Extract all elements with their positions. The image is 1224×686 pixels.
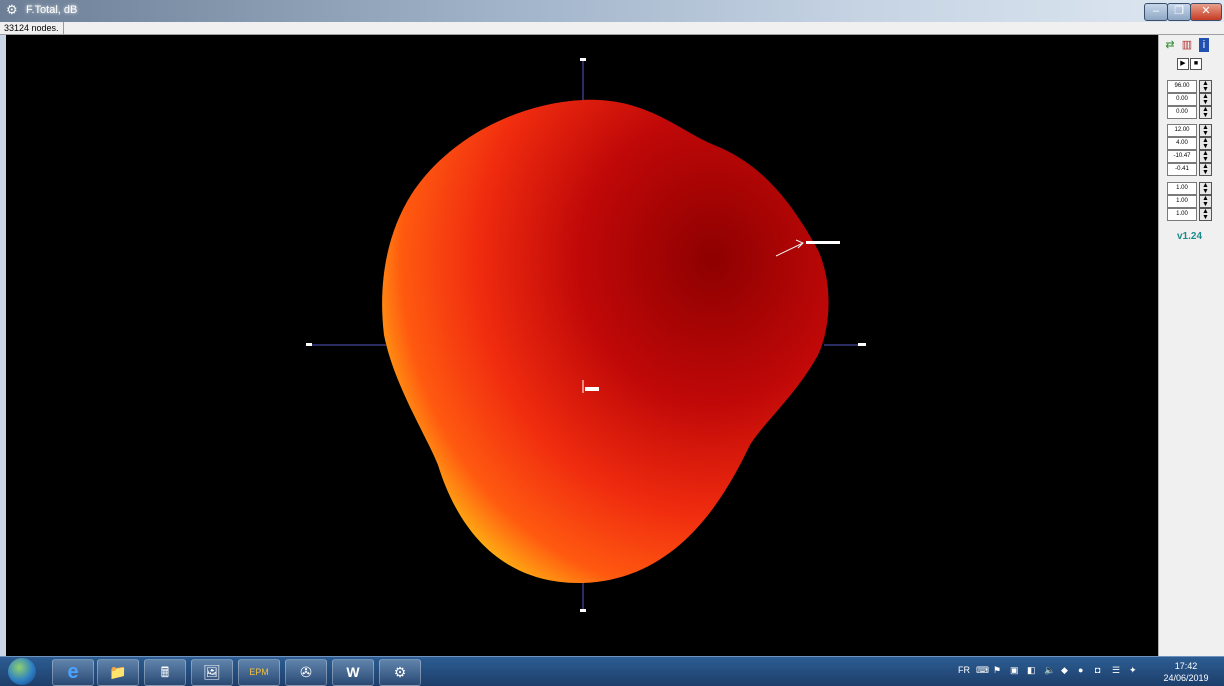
spinner-arrows-icon[interactable]: ▲ ▼ — [1199, 106, 1212, 119]
param-field-2[interactable]: 4.00 — [1167, 137, 1197, 150]
sliders-icon[interactable]: ⇄ — [1165, 39, 1175, 51]
spinner-arrows-icon[interactable]: ▲ ▼ — [1199, 182, 1212, 195]
clock[interactable]: 17:42 24/06/2019 — [1156, 660, 1216, 684]
scale-z-field[interactable]: 1.00 — [1167, 208, 1197, 221]
spinner-arrows-icon[interactable]: ▲ ▼ — [1199, 93, 1212, 106]
maximize-button[interactable]: ❐ — [1167, 3, 1191, 21]
tray-app-icon[interactable]: ● — [1078, 665, 1084, 675]
clock-time: 17:42 — [1174, 661, 1198, 671]
display-icon[interactable]: ◧ — [1027, 665, 1036, 675]
axis-tick-left — [306, 343, 312, 346]
minimize-button[interactable]: ‒ — [1144, 3, 1168, 21]
ie-icon[interactable]: e — [52, 659, 94, 686]
param-field-3[interactable]: -10.47 — [1167, 150, 1197, 163]
volume-icon[interactable]: 🔈 — [1044, 665, 1056, 675]
word-icon[interactable]: W — [332, 659, 374, 686]
title-bar: ⚙ F.Total, dB ‒ ❐ ✕ — [0, 0, 1224, 22]
play-button[interactable]: ▶ — [1177, 58, 1189, 70]
spinner-arrows-icon[interactable]: ▲ ▼ — [1199, 150, 1212, 163]
rotation-z-field[interactable]: 0.00 — [1167, 106, 1197, 119]
window-title: F.Total, dB — [26, 4, 78, 16]
tray-app-icon[interactable]: ☰ — [1112, 665, 1121, 675]
probe-arrow-head — [795, 239, 804, 249]
probe-arrow — [775, 242, 804, 257]
control-panel: ⇄ ▥ i ▶ ■ 96.00 ▲ ▼ 0.00 ▲ ▼ 0.00 ▲ ▼ 12.00 ▲ ▼ … — [1158, 35, 1224, 656]
spinner-arrows-icon[interactable]: ▲ ▼ — [1199, 163, 1212, 176]
rotation-y-field[interactable]: 0.00 — [1167, 93, 1197, 106]
tray-app-icon[interactable]: ◆ — [1061, 665, 1068, 675]
axis-tick-bottom — [580, 609, 586, 612]
network-icon[interactable]: ▣ — [1010, 665, 1019, 675]
chart-icon[interactable]: ▥ — [1181, 39, 1193, 51]
status-strip: 33124 nodes. — [0, 22, 1224, 35]
media-icon[interactable]: ✇ — [285, 659, 327, 686]
probe-readout — [806, 241, 840, 244]
rotation-x-field[interactable]: 96.00 — [1167, 80, 1197, 93]
radiation-pattern-canvas — [306, 58, 866, 612]
version-label: v1.24 — [1177, 231, 1203, 242]
node-count: 33124 nodes. — [4, 22, 64, 34]
info-icon[interactable]: i — [1199, 38, 1209, 52]
spinner-arrows-icon[interactable]: ▲ ▼ — [1199, 137, 1212, 150]
axis-tick-right — [858, 343, 866, 346]
calculator-icon[interactable]: 🖩 — [144, 659, 186, 686]
windows-start-icon[interactable] — [8, 658, 36, 685]
taskbar: e 📁 🖩 🖼 EPM ✇ W ⚙ FR ⌨ ⚑ ▣ ◧ 🔈 ◆ ● ◘ ☰ ✦… — [0, 656, 1224, 686]
explorer-icon[interactable]: 📁 — [97, 659, 139, 686]
flag-icon[interactable]: ⚑ — [993, 665, 1002, 675]
stop-button[interactable]: ■ — [1190, 58, 1202, 70]
paint-icon[interactable]: 🖼 — [191, 659, 233, 686]
keyboard-icon[interactable]: ⌨ — [976, 665, 989, 675]
radiation-lobe — [382, 99, 829, 584]
spinner-arrows-icon[interactable]: ▲ ▼ — [1199, 80, 1212, 93]
tray-app-icon[interactable]: ✦ — [1129, 665, 1137, 675]
clock-date: 24/06/2019 — [1163, 673, 1209, 683]
app-gear-icon: ⚙ — [6, 2, 18, 17]
tray-language[interactable]: FR — [958, 665, 970, 675]
spinner-arrows-icon[interactable]: ▲ ▼ — [1199, 124, 1212, 137]
param-field-4[interactable]: -0.41 — [1167, 163, 1197, 176]
param-field-1[interactable]: 12.00 — [1167, 124, 1197, 137]
origin-marker — [585, 387, 599, 391]
spinner-arrows-icon[interactable]: ▲ ▼ — [1199, 208, 1212, 221]
epm-icon[interactable]: EPM — [238, 659, 280, 686]
spinner-arrows-icon[interactable]: ▲ ▼ — [1199, 195, 1212, 208]
pattern-viewport[interactable] — [6, 35, 1158, 656]
settings-gear-icon[interactable]: ⚙ — [379, 659, 421, 686]
close-button[interactable]: ✕ — [1190, 3, 1222, 21]
scale-y-field[interactable]: 1.00 — [1167, 195, 1197, 208]
axis-tick-top — [580, 58, 586, 61]
tray-app-icon[interactable]: ◘ — [1095, 665, 1101, 675]
scale-x-field[interactable]: 1.00 — [1167, 182, 1197, 195]
